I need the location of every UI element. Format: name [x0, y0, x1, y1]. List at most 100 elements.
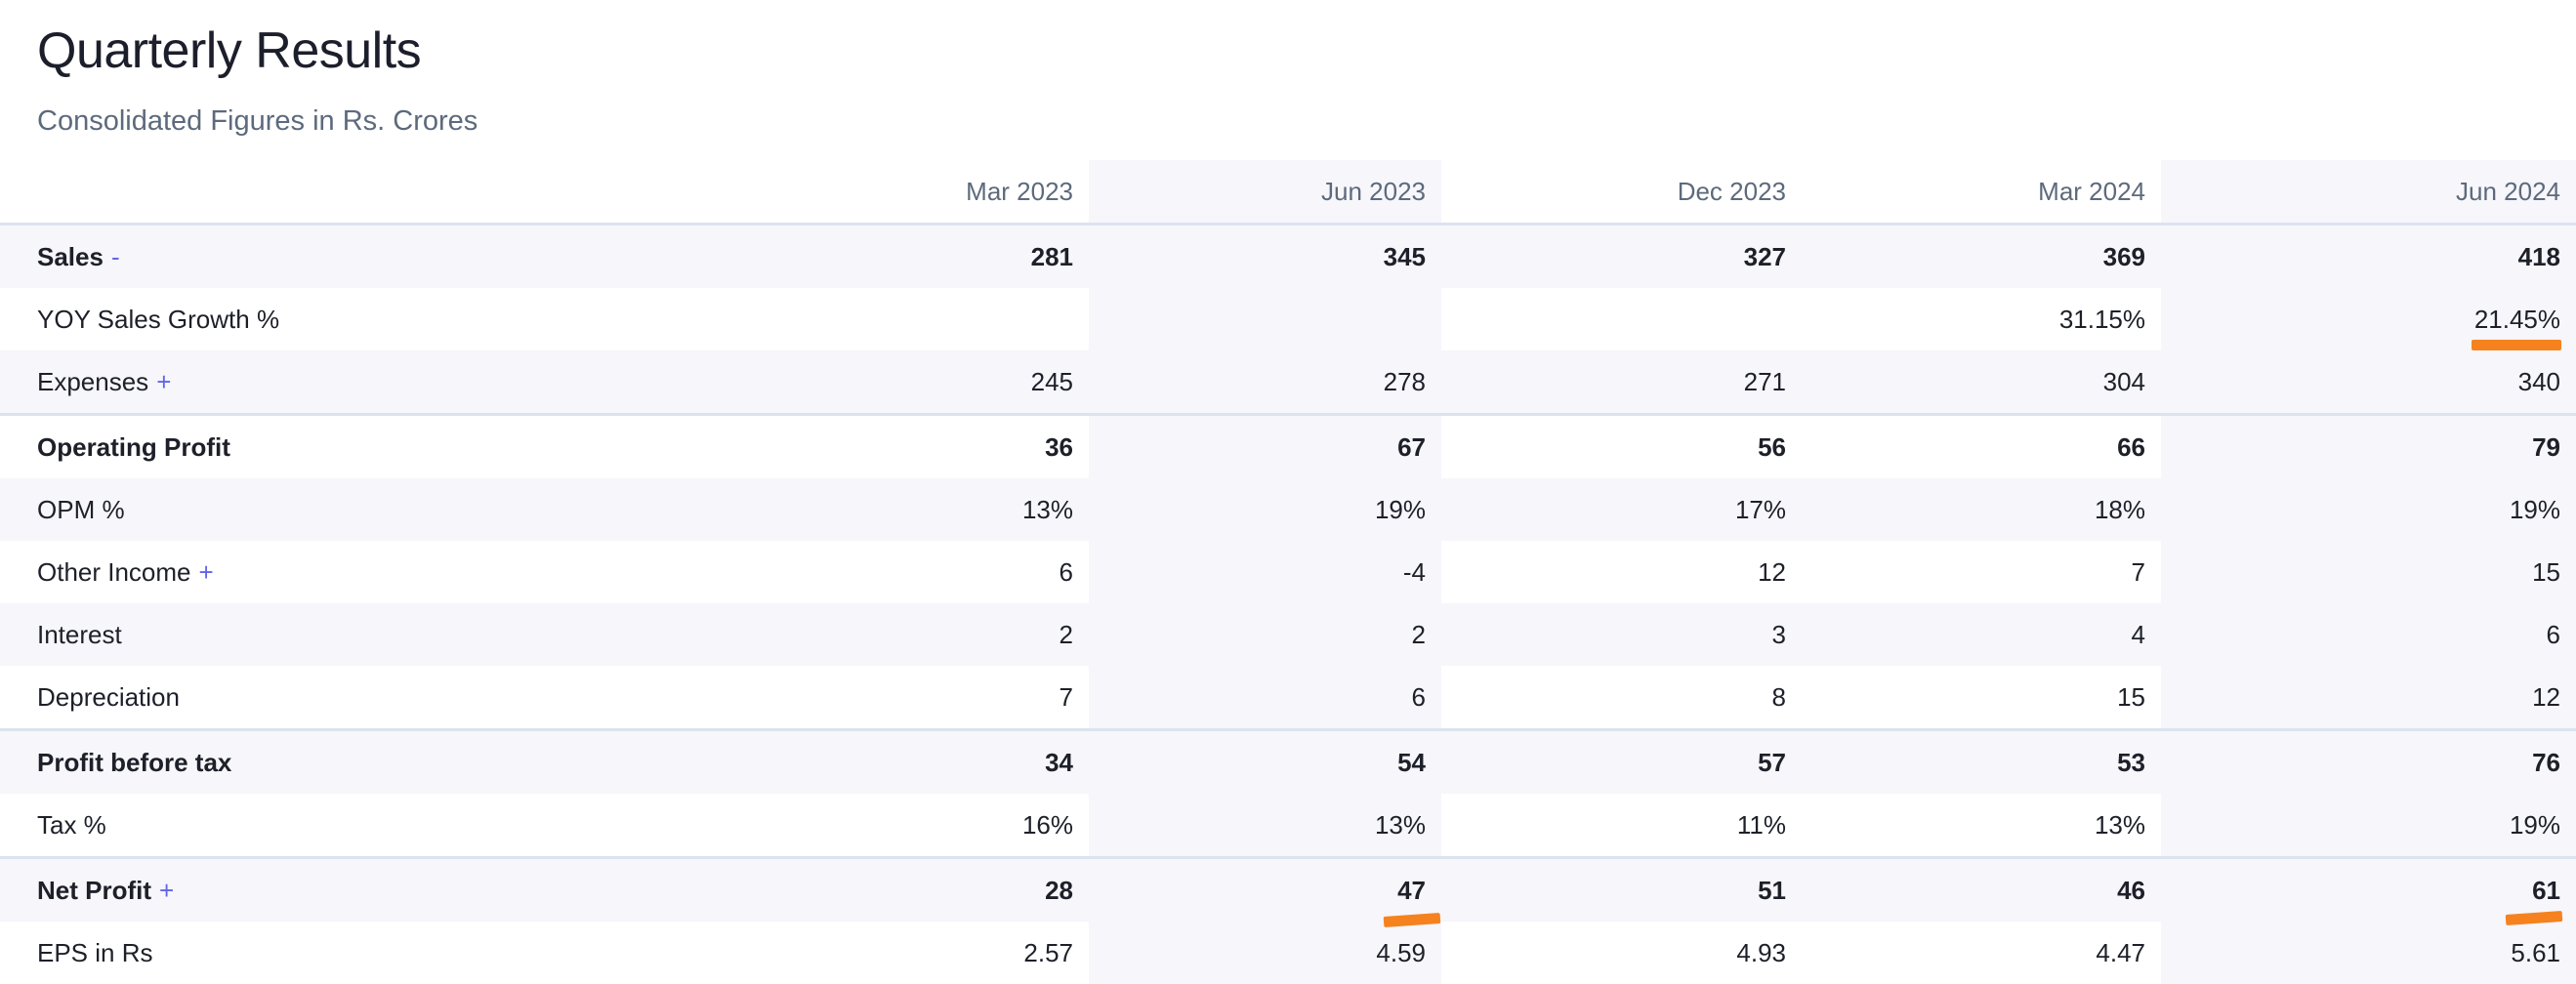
table-cell: 7	[1802, 541, 2161, 603]
table-cell: 19%	[2161, 794, 2576, 858]
row-label[interactable]: Other Income +	[0, 541, 723, 603]
column-header: Mar 2023	[723, 160, 1089, 226]
table-cell: 13%	[1802, 794, 2161, 858]
table-cell	[1089, 288, 1441, 350]
row-label-text: EPS in Rs	[37, 937, 153, 967]
row-label-text: Depreciation	[37, 681, 180, 712]
row-label: EPS in Rs	[0, 922, 723, 984]
table-cell: 6	[2161, 603, 2576, 666]
table-cell: 54	[1089, 728, 1441, 794]
table-cell: 61	[2161, 856, 2576, 925]
table-cell: -4	[1089, 541, 1441, 603]
table-cell: 79	[2161, 413, 2576, 478]
row-depreciation: Depreciation 7 6 8 15 12	[0, 666, 2576, 730]
table-cell: 278	[1089, 350, 1441, 415]
row-operating-profit: Operating Profit 36 67 56 66 79	[0, 413, 2576, 478]
table-cell: 28	[723, 856, 1089, 922]
row-label-text: YOY Sales Growth %	[37, 304, 280, 334]
table-cell: 47	[1089, 856, 1441, 927]
row-tax: Tax % 16% 13% 11% 13% 19%	[0, 794, 2576, 858]
table-cell: 67	[1089, 413, 1441, 478]
cell-value: 47	[1397, 875, 1426, 905]
table-cell: 46	[1802, 856, 2161, 922]
table-cell: 56	[1441, 413, 1802, 478]
quarterly-results-table: Mar 2023 Jun 2023 Dec 2023 Mar 2024 Jun …	[0, 160, 2576, 984]
column-header: Jun 2023	[1089, 160, 1441, 226]
row-label: Profit before tax	[0, 728, 723, 794]
table-cell: 31.15%	[1802, 288, 2161, 350]
expand-toggle[interactable]: +	[159, 875, 175, 905]
table-cell: 345	[1089, 224, 1441, 288]
expand-toggle[interactable]: +	[156, 366, 172, 396]
table-cell: 281	[723, 224, 1089, 288]
table-cell	[723, 288, 1089, 350]
table-cell: 4.93	[1441, 922, 1802, 984]
row-other-income[interactable]: Other Income + 6 -4 12 7 15	[0, 541, 2576, 603]
table-cell: 66	[1802, 413, 2161, 478]
expand-toggle[interactable]: +	[198, 556, 214, 587]
column-header: Dec 2023	[1441, 160, 1802, 226]
table-cell: 18%	[1802, 478, 2161, 541]
table-cell: 4	[1802, 603, 2161, 666]
row-label-text: Operating Profit	[37, 431, 230, 462]
table-cell: 6	[723, 541, 1089, 603]
row-label-text: Other Income	[37, 556, 191, 587]
table-cell: 16%	[723, 794, 1089, 858]
table-cell: 19%	[1089, 478, 1441, 541]
row-label: Tax %	[0, 794, 723, 858]
table-cell: 15	[1802, 666, 2161, 730]
table-cell: 418	[2161, 224, 2576, 288]
table-cell	[1441, 288, 1802, 350]
table-cell: 53	[1802, 728, 2161, 794]
table-cell: 36	[723, 413, 1089, 478]
table-cell: 19%	[2161, 478, 2576, 541]
row-eps: EPS in Rs 2.57 4.59 4.93 4.47 5.61	[0, 922, 2576, 984]
table-cell: 8	[1441, 666, 1802, 730]
table-cell: 11%	[1441, 794, 1802, 858]
cell-value: 21.45%	[2473, 304, 2560, 334]
table-cell: 327	[1441, 224, 1802, 288]
row-profit-before-tax: Profit before tax 34 54 57 53 76	[0, 728, 2576, 794]
table-cell: 4.47	[1802, 922, 2161, 984]
column-header: Jun 2024	[2161, 160, 2576, 226]
page-title: Quarterly Results	[37, 22, 422, 79]
table-cell: 2	[723, 603, 1089, 666]
table-cell: 5.61	[2161, 922, 2576, 984]
column-header: Mar 2024	[1802, 160, 2161, 226]
table-cell: 6	[1089, 666, 1441, 730]
table-cell: 21.45%	[2161, 288, 2576, 350]
table-cell: 17%	[1441, 478, 1802, 541]
row-label-text: OPM %	[37, 494, 125, 524]
row-label[interactable]: Sales -	[0, 224, 723, 288]
row-label-text: Expenses	[37, 366, 149, 396]
table-cell: 3	[1441, 603, 1802, 666]
row-net-profit[interactable]: Net Profit + 28 47 51 46 61	[0, 856, 2576, 927]
table-cell: 57	[1441, 728, 1802, 794]
table-cell: 271	[1441, 350, 1802, 415]
row-label: Interest	[0, 603, 723, 666]
row-label-text: Interest	[37, 619, 122, 649]
row-label-text: Net Profit	[37, 875, 151, 905]
row-label-text: Sales	[37, 241, 104, 271]
table-cell: 12	[2161, 666, 2576, 730]
table-cell: 7	[723, 666, 1089, 730]
row-label: OPM %	[0, 478, 723, 541]
table-header-row: Mar 2023 Jun 2023 Dec 2023 Mar 2024 Jun …	[0, 160, 2576, 226]
row-expenses[interactable]: Expenses + 245 278 271 304 340	[0, 350, 2576, 415]
table-cell: 2.57	[723, 922, 1089, 984]
row-label[interactable]: Expenses +	[0, 350, 723, 415]
table-cell: 13%	[1089, 794, 1441, 858]
row-label: Depreciation	[0, 666, 723, 730]
row-label[interactable]: Net Profit +	[0, 856, 723, 922]
cell-value: 61	[2532, 875, 2560, 905]
table-cell: 15	[2161, 541, 2576, 603]
column-header-label	[0, 160, 723, 226]
row-yoy-sales-growth: YOY Sales Growth % 31.15% 21.45%	[0, 288, 2576, 350]
collapse-toggle[interactable]: -	[110, 241, 120, 271]
page-subtitle: Consolidated Figures in Rs. Crores	[37, 105, 478, 137]
table-cell: 304	[1802, 350, 2161, 415]
table-cell: 340	[2161, 350, 2576, 415]
highlight-mark	[2472, 339, 2561, 350]
row-sales[interactable]: Sales - 281 345 327 369 418	[0, 224, 2576, 288]
table-cell: 245	[723, 350, 1089, 415]
